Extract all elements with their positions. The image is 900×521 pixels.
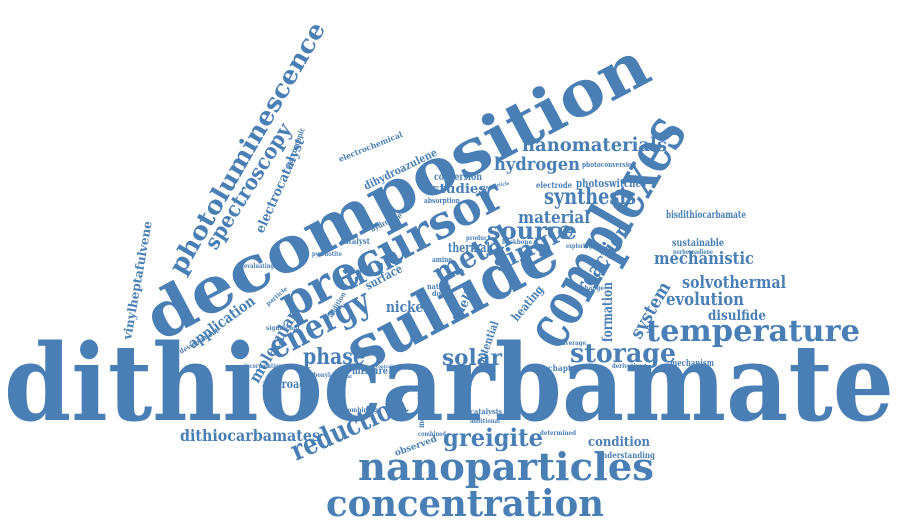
word-metastable: metastable bbox=[416, 388, 426, 428]
word-important: important bbox=[330, 374, 353, 380]
word-evolution: evolution bbox=[666, 289, 744, 310]
word-carbonyl: carbonyl bbox=[304, 372, 331, 379]
word-nanomaterials: nanomaterials bbox=[522, 134, 667, 156]
word-studies: studies bbox=[432, 182, 486, 197]
word-mechanistic: mechanistic bbox=[654, 249, 754, 269]
word-approach: approach bbox=[262, 377, 312, 391]
word-pyrrhotite: pyrrhotite bbox=[312, 251, 342, 258]
word-incorporation: incorporation bbox=[244, 363, 283, 370]
word-solar: solar bbox=[442, 345, 502, 371]
word-exploring: exploring bbox=[566, 243, 593, 250]
word-synthesis: synthesis bbox=[544, 184, 636, 210]
word-sulfur: sulfur bbox=[404, 365, 423, 372]
word-source: source bbox=[487, 216, 577, 245]
word-exchange: exchange bbox=[574, 285, 604, 292]
word-average: average bbox=[562, 340, 586, 347]
word-understanding: understanding bbox=[597, 450, 655, 460]
word-combined: combined bbox=[418, 431, 447, 438]
word-backbone: backbone bbox=[502, 239, 532, 246]
word-photoswitches: photoswitches bbox=[576, 177, 646, 190]
word-combining: combining bbox=[344, 407, 379, 414]
word-solvothermal: solvothermal bbox=[682, 273, 786, 293]
word-nanoparticles: nanoparticles bbox=[358, 444, 654, 489]
word-derivative: derivative bbox=[612, 363, 642, 370]
word-significant: significant bbox=[266, 325, 300, 332]
word-thermal: thermal bbox=[448, 241, 490, 256]
word-storage: storage bbox=[570, 339, 676, 369]
word-additional: additional bbox=[470, 418, 501, 425]
word-nature: nature bbox=[427, 282, 451, 291]
word-material: material bbox=[518, 208, 590, 228]
word-dithiocarbamate: dithiocarbamate bbox=[4, 320, 894, 445]
word-chapter: chapter bbox=[548, 363, 581, 373]
word-catalyst: catalyst bbox=[340, 236, 370, 246]
word-amine: amine bbox=[432, 255, 452, 264]
word-greigite: greigite bbox=[443, 423, 543, 452]
word-disulfide: disulfide bbox=[708, 308, 766, 324]
word-condition: condition bbox=[588, 435, 650, 450]
word-determined: determined bbox=[540, 430, 577, 437]
word-hydrogen: hydrogen bbox=[494, 154, 580, 175]
word-controlled: controlled bbox=[376, 364, 398, 370]
word-sustainable: sustainable bbox=[672, 238, 724, 249]
word-conversion: conversion bbox=[434, 172, 483, 183]
word-bisdithiocarbamate: bisdithiocarbamate bbox=[666, 210, 746, 221]
word-dot: dot bbox=[432, 289, 445, 298]
word-phase: phase bbox=[303, 344, 365, 370]
word-dithiocarbamates: dithiocarbamates bbox=[180, 426, 320, 445]
word-formation: formation bbox=[600, 282, 616, 342]
word-photoconversion: photoconversion bbox=[582, 160, 636, 169]
word-concentration: concentration bbox=[326, 483, 604, 521]
word-mechanism: mechanism bbox=[670, 359, 714, 369]
word-temperature: temperature bbox=[646, 314, 860, 349]
word-nickel: nickel bbox=[386, 298, 428, 316]
word-nanoparticle: nanoparticle bbox=[479, 181, 510, 192]
word-norbornadiene: norbornadiene bbox=[673, 249, 713, 256]
word-electrode: electrode bbox=[536, 180, 572, 190]
word-absorption: absorption bbox=[424, 196, 460, 205]
word-mixture: mixture bbox=[352, 366, 388, 377]
word-catalysis: catalysis bbox=[470, 407, 502, 416]
word-product: product bbox=[466, 235, 490, 242]
word-evaluating: evaluating bbox=[244, 263, 275, 270]
